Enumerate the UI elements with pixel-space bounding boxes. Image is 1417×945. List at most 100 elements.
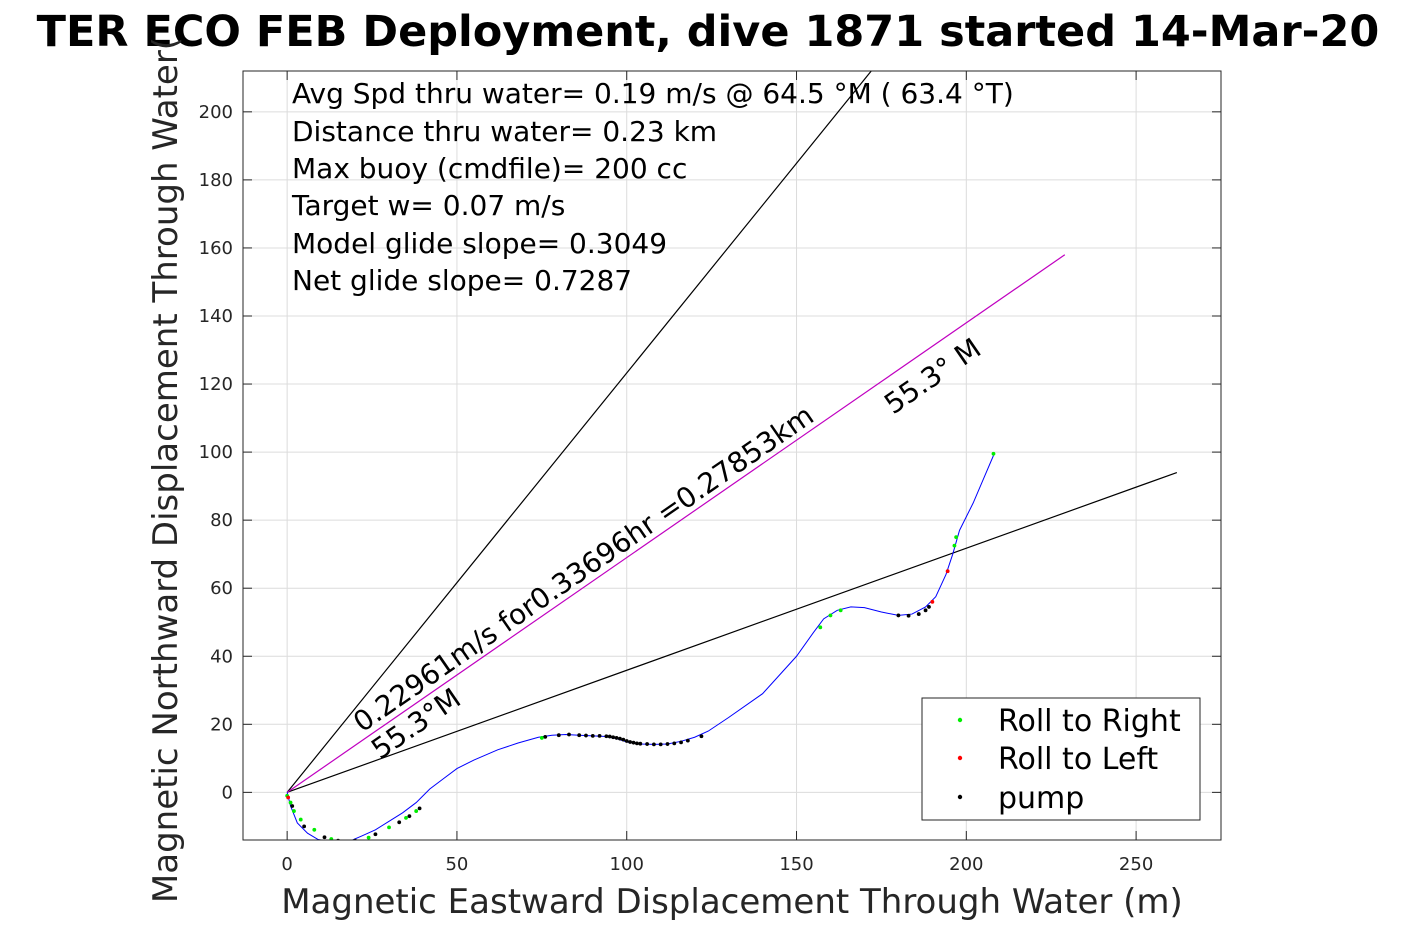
x-tick-label: 200 xyxy=(949,854,983,875)
point-pump xyxy=(302,824,307,829)
point-pump xyxy=(621,737,626,742)
point-roll-to-right xyxy=(991,451,996,456)
point-roll-to-right xyxy=(838,608,843,613)
heading-line-line xyxy=(286,254,1066,793)
point-roll-to-right xyxy=(539,736,544,740)
point-pump xyxy=(618,736,622,741)
y-tick-label: 140 xyxy=(199,306,233,327)
upper-bound-line xyxy=(286,71,872,793)
point-pump xyxy=(584,733,588,738)
point-pump xyxy=(927,605,931,609)
y-tick-label: 0 xyxy=(222,782,233,803)
point-roll-to-right xyxy=(818,625,823,630)
legend: Roll to Right Roll to Left pump xyxy=(921,697,1201,821)
point-pump xyxy=(635,741,639,746)
point-pump xyxy=(397,820,402,825)
legend-marker-pump xyxy=(957,794,963,800)
point-pump xyxy=(906,613,911,618)
point-pump xyxy=(336,838,340,840)
point-pump xyxy=(896,613,901,618)
point-roll-to-left xyxy=(930,599,935,604)
y-tick-label: 160 xyxy=(199,238,233,259)
annotation-target-w: Target w= 0.07 m/s xyxy=(291,189,565,222)
legend-marker-roll-left xyxy=(957,755,963,761)
point-pump xyxy=(417,806,422,811)
point-roll-to-right xyxy=(414,809,419,813)
legend-label-roll-right: Roll to Right xyxy=(998,704,1181,739)
legend-marker-roll-right xyxy=(957,717,963,723)
legend-box xyxy=(921,697,1201,821)
point-pump xyxy=(624,739,629,743)
x-tick-label: 50 xyxy=(445,854,468,875)
point-pump xyxy=(685,738,690,743)
point-pump xyxy=(322,835,327,840)
point-roll-to-right xyxy=(312,827,317,832)
point-pump xyxy=(631,740,636,745)
point-pump xyxy=(373,832,378,837)
point-pump xyxy=(607,734,612,739)
point-pump xyxy=(407,814,412,819)
point-roll-to-left xyxy=(945,569,950,574)
point-pump xyxy=(679,740,683,745)
point-roll-to-right xyxy=(404,815,408,820)
y-tick-label: 180 xyxy=(199,170,233,191)
x-tick-label: 150 xyxy=(779,854,813,875)
point-roll-to-right xyxy=(288,800,293,805)
point-roll-to-right xyxy=(298,817,303,822)
point-pump xyxy=(567,732,571,737)
point-pump xyxy=(290,804,295,808)
x-axis-label: Magnetic Eastward Displacement Through W… xyxy=(281,882,1183,922)
point-pump xyxy=(651,742,656,747)
point-pump xyxy=(611,735,616,740)
point-pump xyxy=(590,733,595,738)
point-pump xyxy=(665,742,670,746)
point-roll-to-right xyxy=(292,809,296,813)
x-tick-label: 100 xyxy=(610,854,644,875)
plot-frame xyxy=(242,70,1222,841)
grid xyxy=(243,71,1221,840)
legend-label-pump: pump xyxy=(998,781,1084,816)
x-tick-label: 0 xyxy=(281,854,292,875)
annotation-net-glide: Net glide slope= 0.7287 xyxy=(292,264,632,297)
annotation-avg-speed: Avg Spd thru water= 0.19 m/s @ 64.5 °M (… xyxy=(292,77,1014,110)
point-roll-to-left xyxy=(286,795,291,800)
point-pump xyxy=(923,608,928,613)
x-tick-label: 250 xyxy=(1119,854,1153,875)
annotation-max-buoy: Max buoy (cmdfile)= 200 cc xyxy=(292,152,687,185)
y-tick-label: 80 xyxy=(210,510,233,531)
annotation-distance: Distance thru water= 0.23 km xyxy=(292,115,717,148)
point-roll-to-right xyxy=(387,825,391,830)
chart-title: TER ECO FEB Deployment, dive 1871 starte… xyxy=(37,7,1380,57)
point-pump xyxy=(658,742,663,747)
point-pump xyxy=(638,741,643,746)
lower-bound-line xyxy=(286,471,1178,793)
point-roll-to-right xyxy=(952,543,957,548)
point-pump xyxy=(672,741,677,746)
y-tick-label: 20 xyxy=(210,714,233,735)
stats-annotations: Avg Spd thru water= 0.19 m/s @ 64.5 °M (… xyxy=(291,77,1014,297)
point-roll-to-right xyxy=(329,837,334,840)
point-pump xyxy=(604,734,609,739)
point-pump xyxy=(577,733,582,738)
point-pump xyxy=(628,740,633,744)
legend-label-roll-left: Roll to Left xyxy=(998,742,1158,777)
y-tick-label: 40 xyxy=(210,646,233,667)
point-pump xyxy=(353,838,357,840)
y-tick-label: 100 xyxy=(199,442,233,463)
marker-layer xyxy=(285,451,996,840)
point-pump xyxy=(543,734,548,739)
point-roll-to-right xyxy=(954,535,959,540)
point-pump xyxy=(614,736,619,740)
y-tick-label: 120 xyxy=(199,374,233,395)
reference-lines xyxy=(286,71,1178,793)
point-roll-to-right xyxy=(366,835,371,840)
point-pump xyxy=(597,733,602,738)
point-roll-to-right xyxy=(828,613,833,618)
point-pump xyxy=(916,612,921,616)
annotation-model-glide: Model glide slope= 0.3049 xyxy=(292,227,667,260)
point-pump xyxy=(645,742,650,746)
y-tick-label: 60 xyxy=(210,578,233,599)
point-pump xyxy=(556,733,561,738)
y-tick-label: 200 xyxy=(199,102,233,123)
